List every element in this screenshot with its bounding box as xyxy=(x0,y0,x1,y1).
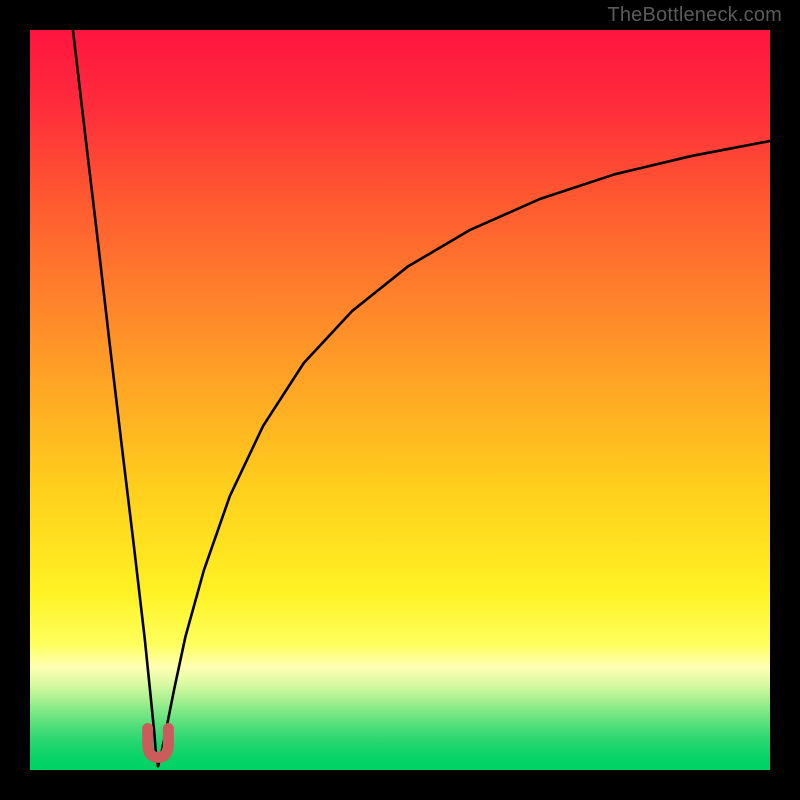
heatmap-background xyxy=(30,30,770,770)
chart-container: { "watermark": { "text": "TheBottleneck.… xyxy=(0,0,800,800)
watermark-text: TheBottleneck.com xyxy=(607,4,782,27)
bottleneck-chart xyxy=(0,0,800,800)
